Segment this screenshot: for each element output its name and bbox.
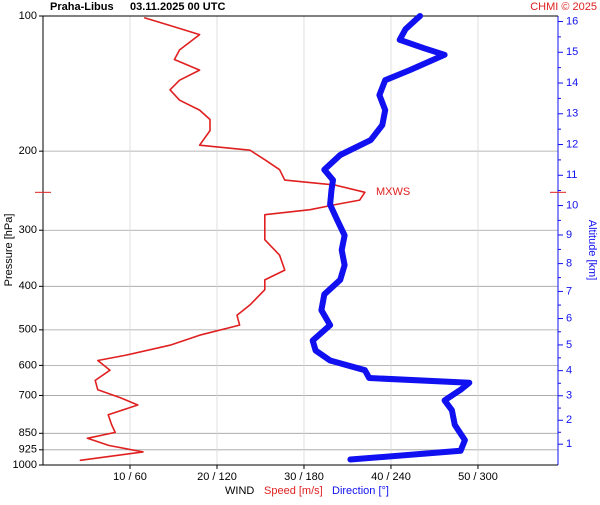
annotation: MXWS <box>376 186 410 198</box>
x-axis-label: WIND <box>225 485 254 497</box>
y2-tick-label: 15 <box>566 46 578 58</box>
speed-line <box>79 17 366 462</box>
y-tick-label: 925 <box>19 444 37 456</box>
y2-tick-label: 6 <box>566 312 572 324</box>
legend-entry: Speed [m/s] <box>264 485 323 497</box>
x-tick-label: 40 / 240 <box>371 471 411 483</box>
y-tick-label: 200 <box>19 145 37 157</box>
y-tick-label: 500 <box>19 324 37 336</box>
y-tick-label: 850 <box>19 427 37 439</box>
y2-tick-label: 9 <box>566 229 572 241</box>
direction-line <box>309 13 473 463</box>
x-tick-label: 50 / 300 <box>458 471 498 483</box>
y-tick-label: 300 <box>19 224 37 236</box>
y2-tick-label: 1 <box>566 438 572 450</box>
chart-subtitle: 03.11.2025 00 UTC <box>130 1 225 13</box>
y2-tick-label: 8 <box>566 258 572 270</box>
y2-tick-label: 10 <box>566 199 578 211</box>
y-axis-label: Pressure [hPa] <box>3 214 15 287</box>
y-tick-label: 700 <box>19 389 37 401</box>
chart-title: Praha-Libus <box>50 1 114 13</box>
y2-tick-label: 4 <box>566 365 572 377</box>
x-tick-label: 10 / 60 <box>113 471 147 483</box>
credit: CHMI © 2025 <box>530 1 597 13</box>
y-tick-label: 1000 <box>13 459 37 471</box>
y2-tick-label: 11 <box>566 169 577 181</box>
y2-tick-label: 14 <box>566 77 578 89</box>
y-tick-label: 400 <box>19 280 37 292</box>
legend-entry: Direction [°] <box>332 485 389 497</box>
y2-tick-label: 13 <box>566 108 578 120</box>
y2-tick-label: 12 <box>566 138 578 150</box>
y2-tick-label: 7 <box>566 285 572 297</box>
y-tick-label: 100 <box>19 10 37 22</box>
y2-tick-label: 3 <box>566 390 572 402</box>
y-tick-label: 600 <box>19 359 37 371</box>
x-tick-label: 30 / 180 <box>284 471 324 483</box>
y2-tick-label: 5 <box>566 339 572 351</box>
y2-tick-label: 16 <box>566 15 578 27</box>
y2-axis-label: Altitude [km] <box>586 220 598 281</box>
x-tick-label: 20 / 120 <box>197 471 237 483</box>
y2-tick-label: 2 <box>566 414 572 426</box>
